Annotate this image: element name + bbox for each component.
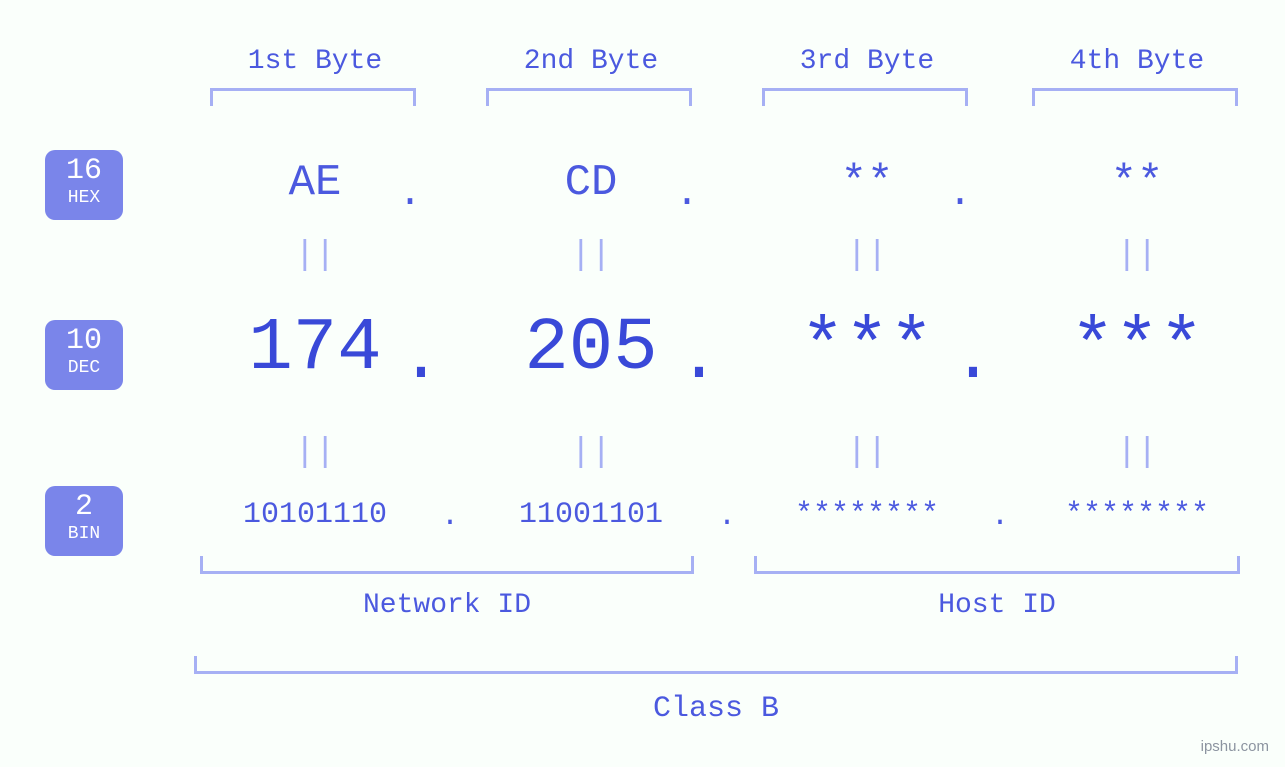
equals-2-1: || — [190, 434, 440, 472]
equals-1-4: || — [1012, 237, 1262, 275]
hex-dot-2: . — [672, 172, 702, 217]
dec-dot-1: . — [400, 320, 430, 399]
badge-hex-num: 16 — [45, 156, 123, 186]
dec-dot-3: . — [952, 320, 982, 399]
badge-bin-label: BIN — [45, 524, 123, 544]
hex-dot-1: . — [395, 172, 425, 217]
badge-bin-num: 2 — [45, 492, 123, 522]
byte-header-4: 4th Byte — [1012, 46, 1262, 77]
bin-dot-2: . — [712, 500, 742, 534]
network-id-label: Network ID — [200, 590, 694, 621]
bin-byte-4: ******** — [1012, 498, 1262, 532]
dec-dot-2: . — [678, 320, 708, 399]
top-bracket-4 — [1032, 88, 1238, 106]
equals-2-4: || — [1012, 434, 1262, 472]
dec-byte-4: *** — [1012, 307, 1262, 391]
network-bracket — [200, 556, 694, 574]
equals-2-3: || — [742, 434, 992, 472]
host-id-label: Host ID — [754, 590, 1240, 621]
equals-2-2: || — [466, 434, 716, 472]
bin-dot-3: . — [985, 500, 1015, 534]
top-bracket-2 — [486, 88, 692, 106]
bin-byte-2: 11001101 — [466, 498, 716, 532]
badge-dec: 10 DEC — [45, 320, 123, 390]
top-bracket-3 — [762, 88, 968, 106]
byte-header-1: 1st Byte — [190, 46, 440, 77]
host-bracket — [754, 556, 1240, 574]
bin-byte-1: 10101110 — [190, 498, 440, 532]
class-label: Class B — [194, 692, 1238, 726]
watermark: ipshu.com — [1201, 738, 1269, 755]
badge-dec-label: DEC — [45, 358, 123, 378]
byte-header-3: 3rd Byte — [742, 46, 992, 77]
equals-1-3: || — [742, 237, 992, 275]
hex-dot-3: . — [945, 172, 975, 217]
bin-byte-3: ******** — [742, 498, 992, 532]
badge-hex: 16 HEX — [45, 150, 123, 220]
equals-1-1: || — [190, 237, 440, 275]
byte-header-2: 2nd Byte — [466, 46, 716, 77]
equals-1-2: || — [466, 237, 716, 275]
bin-dot-1: . — [435, 500, 465, 534]
badge-hex-label: HEX — [45, 188, 123, 208]
top-bracket-1 — [210, 88, 416, 106]
class-bracket — [194, 656, 1238, 674]
badge-dec-num: 10 — [45, 326, 123, 356]
hex-byte-4: ** — [1012, 158, 1262, 208]
badge-bin: 2 BIN — [45, 486, 123, 556]
